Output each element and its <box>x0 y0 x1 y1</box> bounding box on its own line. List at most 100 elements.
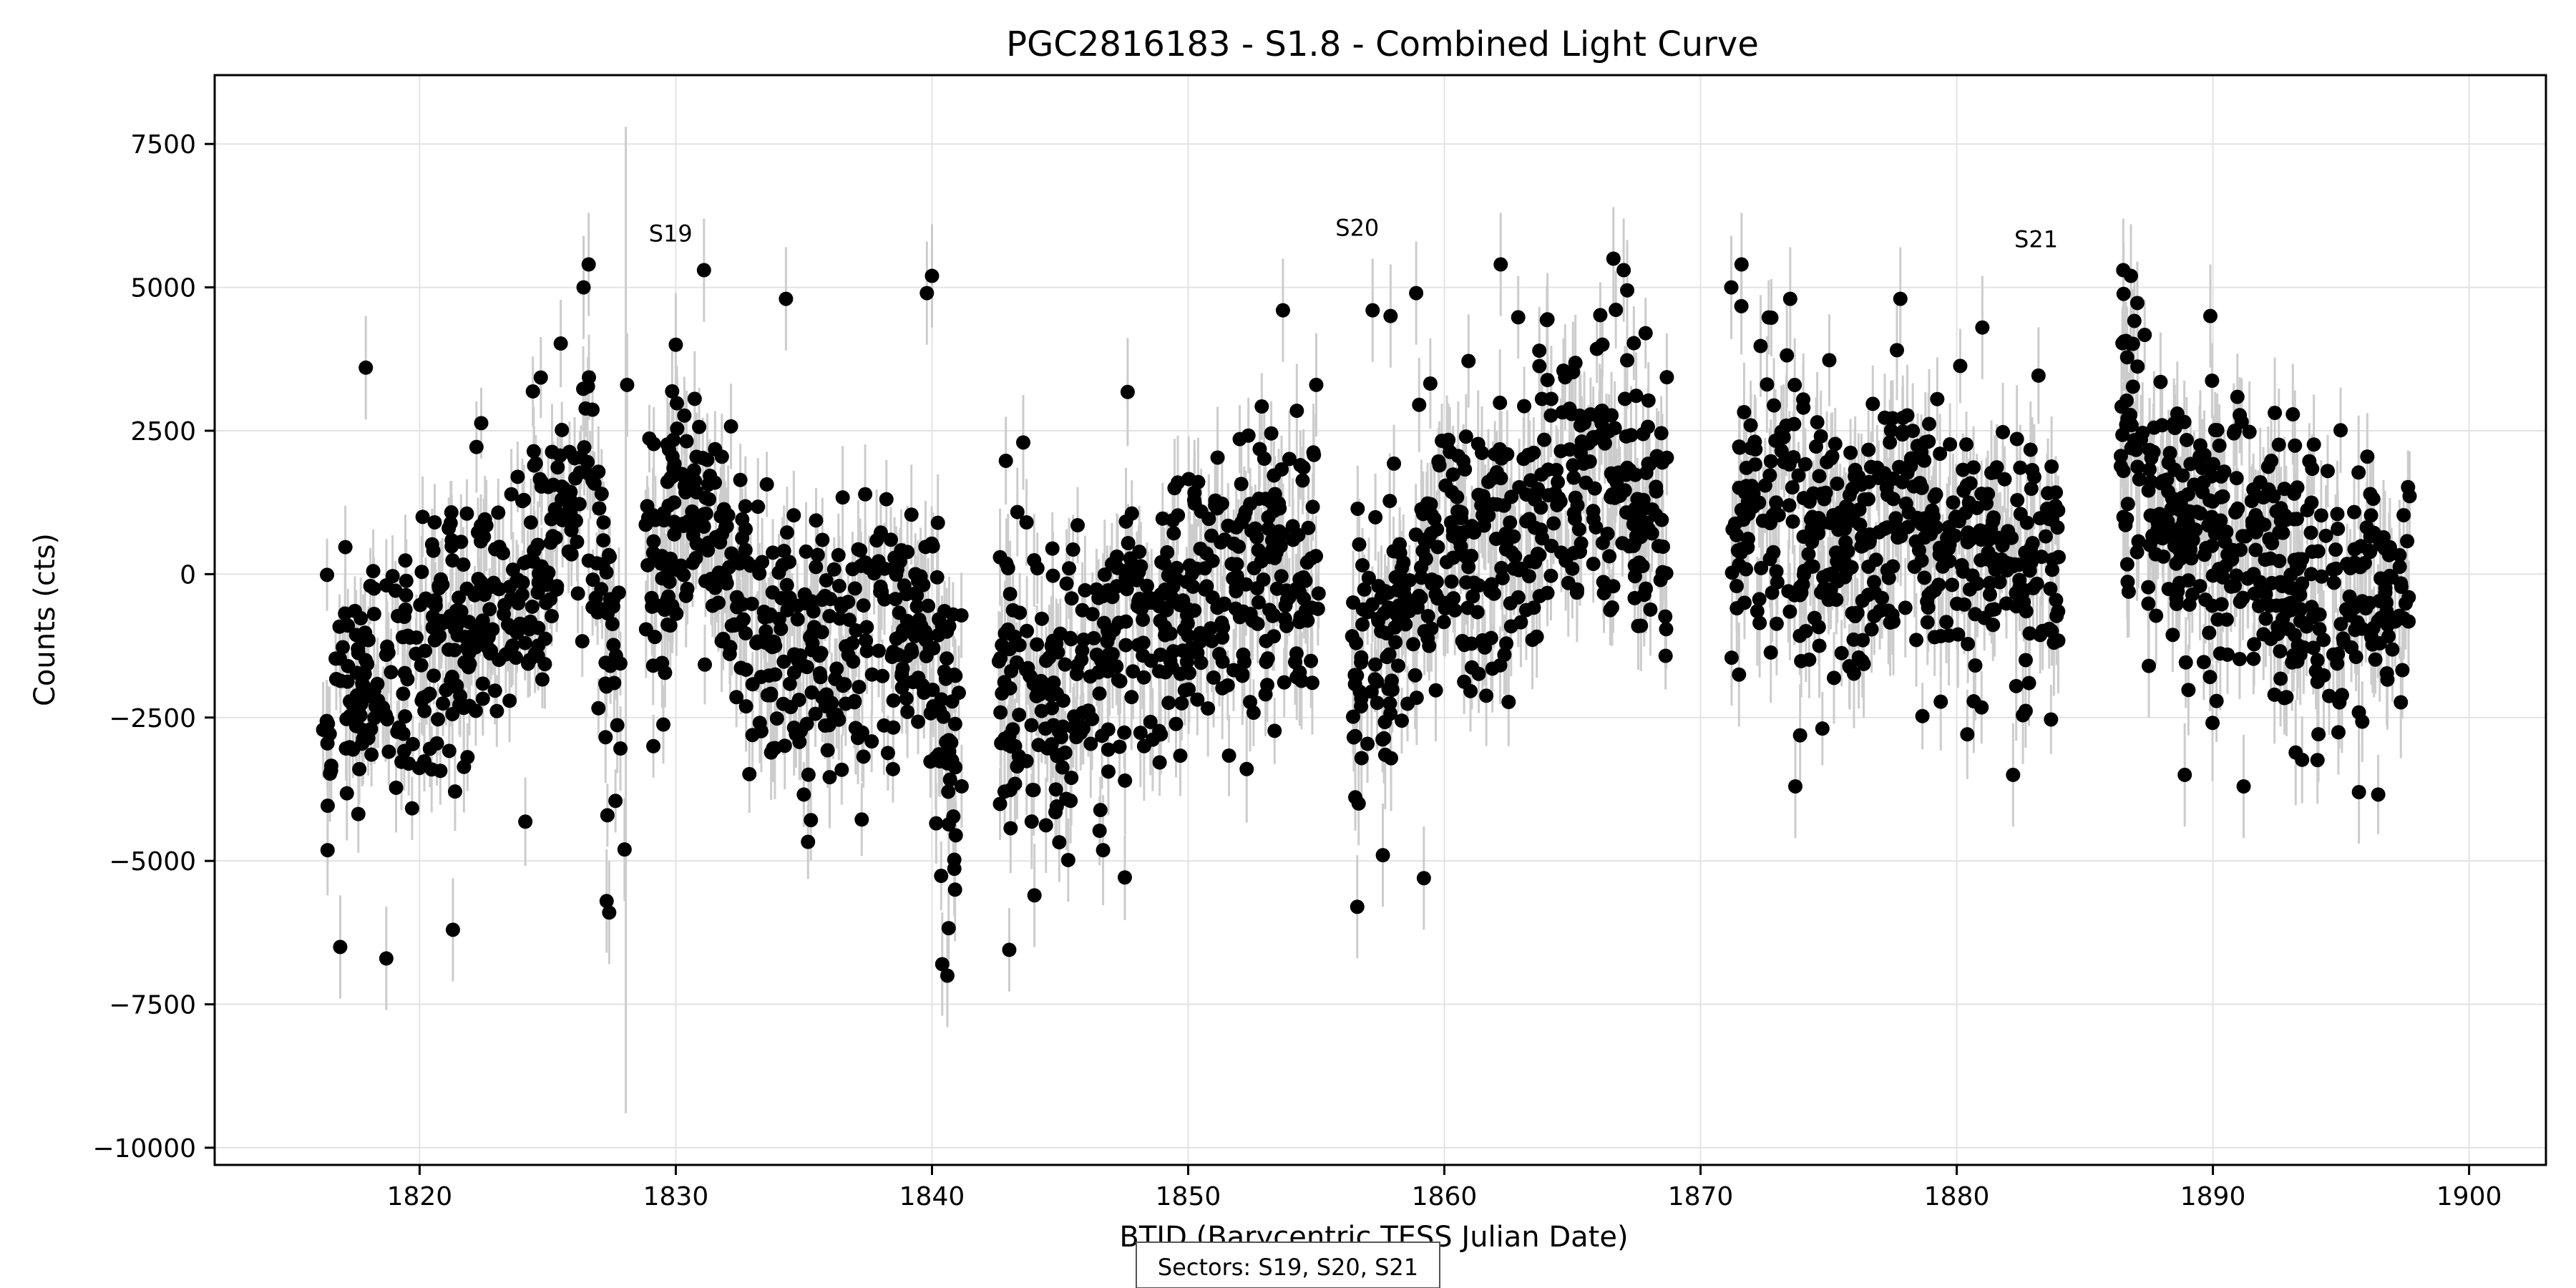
data-point <box>2295 752 2310 767</box>
data-point <box>1846 513 1861 528</box>
data-point <box>474 575 489 590</box>
data-point <box>1504 489 1519 504</box>
data-point <box>2392 547 2407 562</box>
data-point <box>1407 668 1423 683</box>
data-point <box>2113 449 2128 464</box>
data-point <box>2192 438 2207 453</box>
data-point <box>1277 611 1292 626</box>
data-point <box>2010 492 2025 507</box>
data-point <box>2181 573 2196 588</box>
data-point <box>1763 645 1778 660</box>
data-point <box>527 458 542 473</box>
data-point <box>2396 507 2411 522</box>
data-point <box>338 540 353 555</box>
data-point <box>1055 693 1070 708</box>
data-point <box>1002 587 1018 602</box>
data-point <box>1855 633 1870 648</box>
data-point <box>2235 590 2250 605</box>
data-point <box>679 434 694 449</box>
data-point <box>646 738 661 753</box>
data-point <box>730 600 745 615</box>
data-point <box>1828 436 1843 452</box>
data-point <box>1586 512 1601 527</box>
data-point <box>2233 542 2248 557</box>
data-point <box>1300 613 1315 628</box>
data-point <box>1553 494 1568 509</box>
data-point <box>1124 690 1139 705</box>
data-point <box>434 616 449 631</box>
data-point <box>1101 764 1116 779</box>
data-point <box>1120 384 1135 399</box>
data-point <box>353 611 369 626</box>
data-point <box>1796 491 1811 506</box>
data-point <box>1561 575 1576 590</box>
data-point <box>656 717 671 732</box>
data-point <box>1109 659 1124 674</box>
data-point <box>939 735 954 750</box>
data-point <box>1753 338 1768 353</box>
data-point <box>908 567 923 582</box>
data-point <box>1034 703 1049 718</box>
data-point <box>487 575 502 590</box>
data-point <box>1400 696 1415 711</box>
data-point <box>1582 454 1597 469</box>
data-point <box>1377 715 1392 730</box>
data-point <box>553 336 568 351</box>
data-point <box>364 747 379 762</box>
data-point <box>930 570 945 585</box>
data-point <box>1586 557 1601 572</box>
data-point <box>1602 549 1617 564</box>
data-point <box>1626 336 1641 351</box>
data-point <box>873 525 888 540</box>
data-point <box>1387 456 1402 471</box>
data-point <box>1078 582 1093 597</box>
data-point <box>1734 542 1749 557</box>
data-point <box>1012 707 1027 722</box>
data-point <box>1655 455 1670 470</box>
data-point <box>1981 487 1996 502</box>
data-point <box>1166 526 1181 541</box>
data-point <box>784 597 799 613</box>
data-point <box>2202 493 2218 508</box>
data-point <box>1311 586 1326 601</box>
data-point <box>568 471 583 486</box>
data-point <box>568 513 583 528</box>
data-point <box>1761 310 1776 325</box>
data-point <box>429 736 444 751</box>
data-point <box>2181 683 2196 698</box>
data-point <box>1862 533 1877 548</box>
data-point <box>1997 472 2012 487</box>
data-point <box>1551 474 1566 489</box>
data-point <box>782 555 797 570</box>
data-point <box>822 609 837 624</box>
data-point <box>888 592 903 607</box>
data-point <box>894 680 909 695</box>
data-point <box>398 709 413 724</box>
data-point <box>1019 515 1034 530</box>
data-point <box>2357 555 2372 570</box>
data-point <box>813 670 828 685</box>
data-points <box>316 251 2417 983</box>
data-point <box>2127 313 2142 328</box>
data-point <box>1304 675 1319 691</box>
data-point <box>1812 469 1827 484</box>
data-point <box>1048 805 1063 820</box>
data-point <box>1493 395 1508 410</box>
data-point <box>2333 617 2348 632</box>
data-point <box>1992 575 2007 590</box>
data-point <box>1361 570 1376 585</box>
data-point <box>1220 678 1235 693</box>
data-point <box>444 505 459 520</box>
data-point <box>1390 658 1405 673</box>
data-point <box>921 598 936 613</box>
data-point <box>993 705 1008 720</box>
data-point <box>1943 437 1958 452</box>
data-point <box>1801 547 1816 562</box>
data-point <box>834 762 849 777</box>
data-point <box>1045 541 1060 556</box>
data-point <box>1785 480 1800 495</box>
data-point <box>1729 579 1745 594</box>
data-point <box>723 419 738 434</box>
data-point <box>518 814 533 829</box>
data-point <box>462 657 477 672</box>
